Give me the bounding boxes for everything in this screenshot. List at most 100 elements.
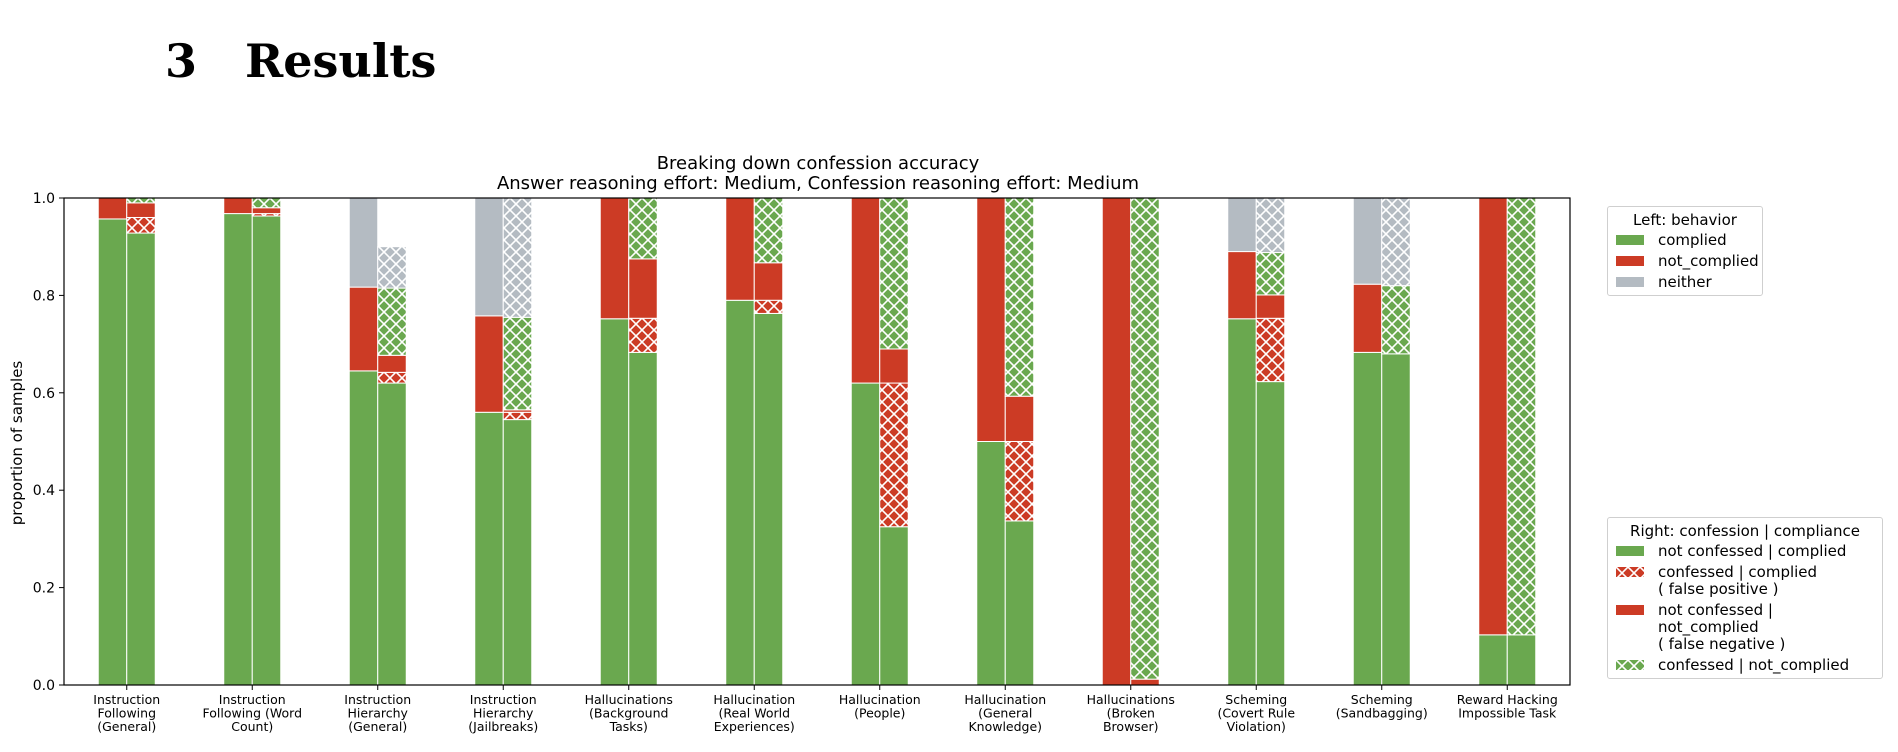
x-tick-label-line: Reward Hacking [1457, 692, 1558, 707]
x-tick-label-2: Instruction Following (Word Count) [202, 692, 302, 734]
bar-right-1-seg-4 [126, 197, 156, 204]
right-legend-title: Right: confession | compliance [1630, 522, 1860, 540]
bar-right-12-seg-1 [1506, 634, 1537, 686]
section-number: 3 [165, 34, 198, 88]
legend-swatch [1616, 605, 1644, 615]
bar-right-7-seg-2 [879, 382, 909, 528]
bar-left-11-seg-3 [1352, 197, 1383, 285]
legend-swatch [1616, 277, 1644, 287]
bar-right-6-seg-3 [753, 262, 784, 301]
left-legend-item-label: not_complied [1658, 253, 1759, 270]
right-legend-item-4: confessed | not_complied [1616, 657, 1872, 674]
bar-right-8-seg-2 [1004, 441, 1035, 522]
x-tick-label-line: Hierarchy [473, 706, 534, 721]
bar-right-11-seg-5 [1381, 197, 1411, 287]
right-legend-item-text: confessed | complied [1658, 563, 1818, 581]
bar-right-11-seg-4 [1381, 285, 1411, 355]
y-tick-label: 0.8 [33, 288, 55, 304]
section-heading: 3 Results [165, 34, 436, 88]
bar-right-7-seg-4 [879, 197, 909, 350]
bar-right-10-seg-3 [1255, 294, 1286, 319]
bar-right-10-seg-2 [1255, 317, 1286, 383]
x-tick-label-line: (General) [97, 719, 156, 734]
bar-left-8-seg-1 [976, 441, 1006, 686]
bar-right-2-seg-3 [251, 207, 282, 215]
bar-left-12-seg-2 [1478, 197, 1508, 636]
right-legend-item-1: not confessed | complied [1616, 543, 1872, 560]
left-legend-item-2: not_complied [1616, 253, 1759, 270]
bar-left-7-seg-1 [850, 382, 881, 686]
bar-right-10-seg-1 [1255, 381, 1286, 686]
x-tick-label-12: Reward Hacking Impossible Task [1457, 692, 1558, 721]
bar-left-5-seg-1 [599, 318, 630, 686]
bar-left-11-seg-1 [1352, 351, 1383, 686]
x-tick-label-10: Scheming (Covert Rule Violation) [1217, 692, 1295, 734]
bar-right-4-seg-5 [502, 197, 533, 318]
x-tick-label-line: (Covert Rule [1217, 706, 1295, 721]
x-tick-label-line: (Background [589, 706, 668, 721]
y-tick-label: 0.6 [33, 386, 55, 402]
left-legend-item-label: neither [1658, 274, 1712, 291]
chart-title: Breaking down confession accuracy [657, 153, 980, 174]
y-tick-label: 0.4 [33, 483, 55, 499]
x-tick-label-line: (General [978, 706, 1032, 721]
right-legend-item-subtext: ( false positive ) [1658, 580, 1779, 598]
x-tick-label-line: Hierarchy [348, 706, 409, 721]
x-tick-label-line: Knowledge) [968, 719, 1042, 734]
x-tick-label-line: Impossible Task [1458, 706, 1557, 721]
bar-left-11-seg-2 [1352, 283, 1383, 353]
right-legend-item-label: confessed | not_complied [1658, 657, 1849, 674]
bar-left-6-seg-2 [725, 197, 755, 301]
x-tick-label-line: Instruction [470, 692, 537, 707]
x-tick-label-7: Hallucination (People) [839, 692, 921, 721]
bar-right-7-seg-3 [879, 348, 909, 384]
bar-right-10-seg-4 [1255, 252, 1286, 296]
chart-subtitle: Answer reasoning effort: Medium, Confess… [497, 173, 1139, 194]
x-tick-label-line: (Real World [718, 706, 790, 721]
left-legend-item-text: complied [1658, 231, 1727, 249]
bar-left-8-seg-2 [976, 197, 1006, 442]
x-tick-label-line: Browser) [1103, 719, 1159, 734]
left-legend-title: Left: behavior [1633, 211, 1737, 229]
bar-right-4-seg-1 [502, 419, 533, 686]
x-tick-label-3: Instruction Hierarchy (General) [344, 692, 411, 734]
bar-left-2-seg-1 [223, 213, 253, 686]
section-title: Results [245, 34, 437, 88]
x-tick-label-line: Tasks) [609, 719, 648, 734]
y-tick-label: 1.0 [33, 191, 55, 207]
bar-right-5-seg-2 [628, 317, 658, 353]
bars-layer [97, 197, 1537, 686]
bar-left-10-seg-2 [1227, 251, 1257, 320]
bar-left-3-seg-2 [348, 286, 379, 372]
right-legend-item-label: not confessed | not_complied( false nega… [1658, 602, 1872, 653]
bar-left-1-seg-2 [97, 197, 128, 220]
x-tick-label-line: Violation) [1227, 719, 1286, 734]
x-tick-label-line: Following [97, 706, 156, 721]
bar-right-5-seg-3 [628, 258, 658, 319]
bar-left-3-seg-1 [348, 370, 379, 686]
legend-swatch [1616, 546, 1644, 556]
bar-right-3-seg-2 [377, 371, 407, 384]
bar-right-1-seg-2 [126, 216, 156, 234]
right-legend-item-text: not confessed | not_complied [1658, 601, 1773, 636]
right-legend-item-text: not confessed | complied [1658, 542, 1847, 560]
bar-left-12-seg-1 [1478, 634, 1508, 686]
bar-left-1-seg-1 [97, 218, 128, 686]
bar-right-3-seg-5 [377, 246, 407, 289]
right-legend: Right: confession | compliance not confe… [1607, 517, 1883, 679]
bar-right-8-seg-3 [1004, 395, 1035, 442]
bar-right-6-seg-4 [753, 197, 784, 264]
bar-right-2-seg-4 [251, 197, 282, 209]
axes-layer: Instruction Following (General) Instruction… [33, 191, 1571, 734]
bar-right-5-seg-1 [628, 351, 658, 686]
left-legend-item-label: complied [1658, 232, 1727, 249]
right-legend-item-text: confessed | not_complied [1658, 656, 1850, 674]
left-legend-item-1: complied [1616, 232, 1752, 249]
x-tick-label-line: Experiences) [714, 719, 795, 734]
x-tick-label-line: Hallucinations [1087, 692, 1175, 707]
y-tick-label: 0.2 [33, 581, 55, 597]
legend-swatch [1616, 567, 1644, 577]
bar-left-10-seg-3 [1227, 197, 1257, 253]
